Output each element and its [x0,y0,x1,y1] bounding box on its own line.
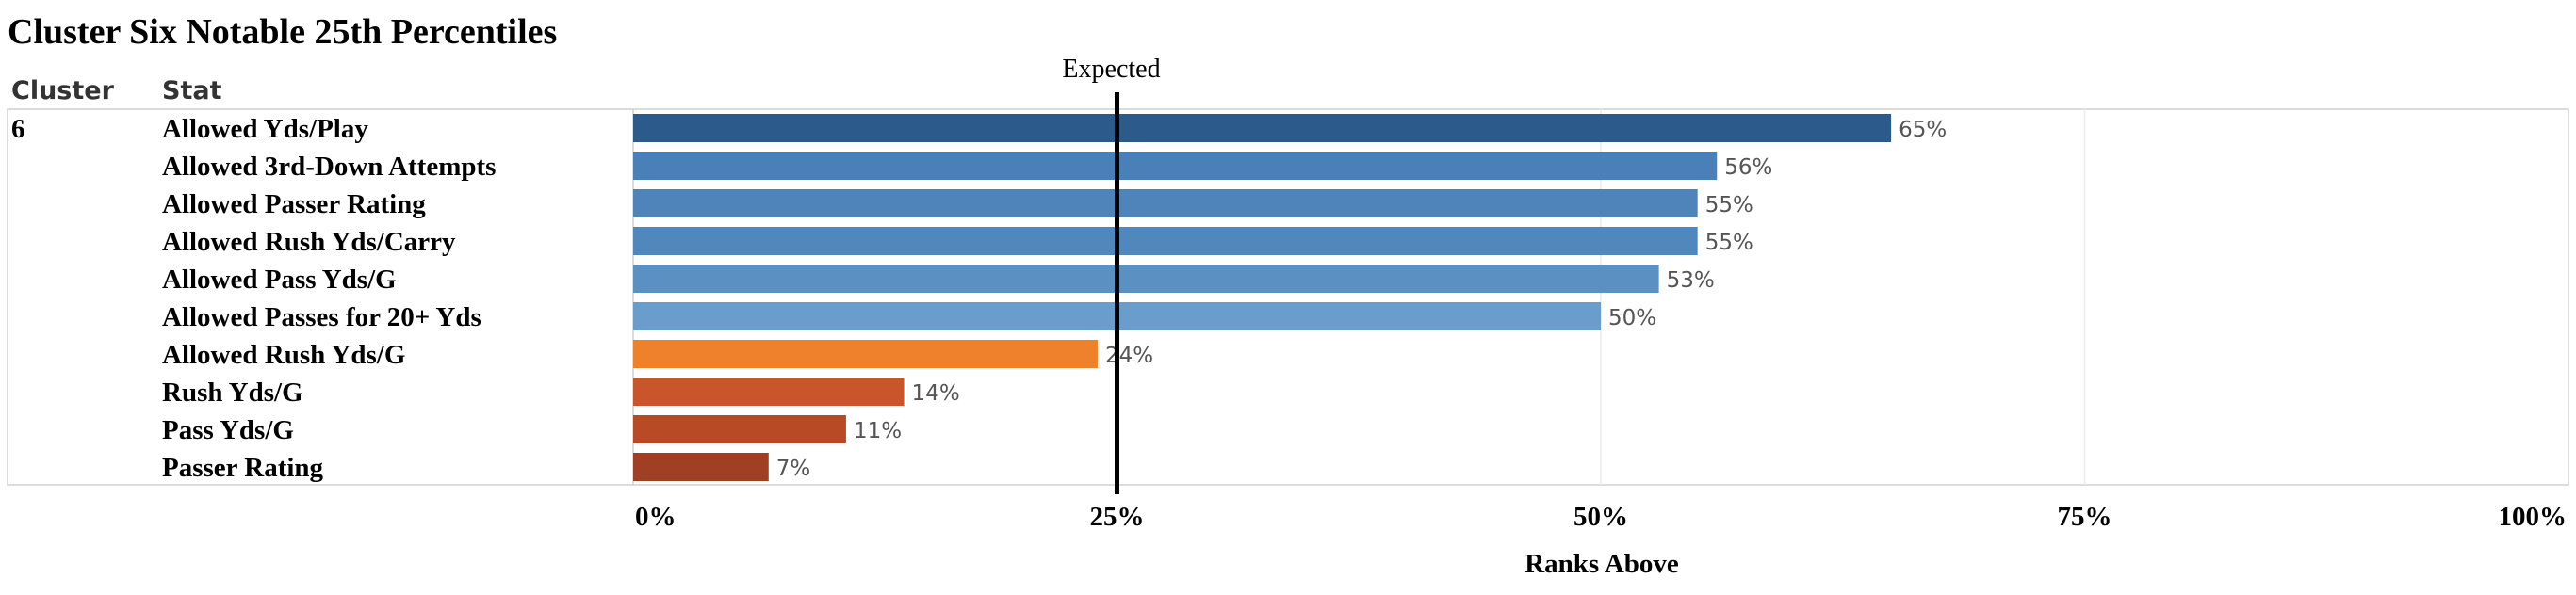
category-label: Passer Rating [162,453,324,483]
bar [633,265,1659,293]
bars [633,114,1892,481]
category-label: Allowed Pass Yds/G [162,265,397,295]
bar [633,227,1698,255]
value-label: 24% [1105,344,1153,368]
value-label: 55% [1705,231,1753,255]
cluster-column-header: Cluster [11,76,115,105]
value-label: 53% [1667,268,1715,293]
plot-border [7,108,2569,486]
x-tick-label: 0% [635,502,677,532]
category-label: Allowed Passes for 20+ Yds [162,302,481,332]
x-tick-label: 25% [1090,502,1145,532]
value-label: 14% [912,381,960,406]
category-label: Allowed Rush Yds/Carry [162,227,456,257]
category-label: Allowed 3rd-Down Attempts [162,152,496,182]
category-label: Pass Yds/G [162,415,294,445]
value-labels: 65% 56% 55% 55% 53% 50% 24% 14% 11% 7% [776,118,1947,481]
x-axis-title: Ranks Above [1524,549,1679,579]
value-label: 55% [1705,193,1753,217]
bar [633,415,846,443]
bar [633,378,905,406]
x-axis-ticks: 0% 25% 50% 75% 100% [635,502,2567,532]
chart-title: Cluster Six Notable 25th Percentiles [8,12,557,52]
bar [633,189,1698,217]
category-label: Allowed Passer Rating [162,189,426,219]
category-label: Allowed Rush Yds/G [162,340,405,370]
value-label: 7% [776,457,811,481]
x-tick-label: 75% [2058,502,2112,532]
x-tick-label: 50% [1573,502,1628,532]
reference-line: Expected [1062,55,1161,494]
value-label: 56% [1724,155,1772,180]
category-label: Rush Yds/G [162,378,303,408]
value-label: 65% [1899,118,1947,142]
plot-frame [7,108,2569,486]
category-label: Allowed Yds/Play [162,114,368,144]
expected-label: Expected [1062,55,1160,84]
bar [633,114,1892,142]
bar [633,340,1098,368]
value-label: 11% [854,419,902,443]
stat-column-header: Stat [162,76,222,105]
bar [633,152,1718,180]
bar [633,453,769,481]
value-label: 50% [1608,306,1656,330]
cluster-label: 6 [11,114,25,144]
x-tick-label: 100% [2499,502,2568,532]
row-labels: 6 Allowed Yds/Play Allowed 3rd-Down Attem… [11,114,496,483]
